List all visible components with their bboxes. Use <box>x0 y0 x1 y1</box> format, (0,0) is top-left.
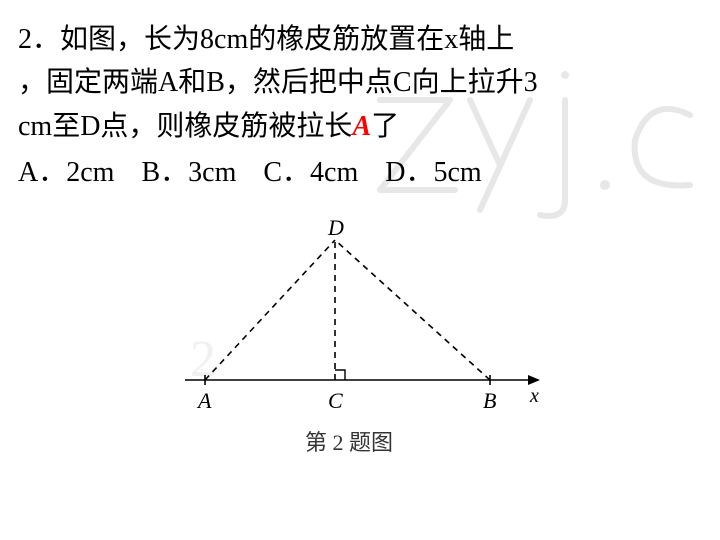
label-a: A <box>198 388 211 414</box>
label-c: C <box>328 388 343 414</box>
options-row: A．2cm B．3cm C．4cm D．5cm <box>18 150 502 190</box>
right-angle-icon <box>335 370 345 380</box>
question-number: 2． <box>18 24 60 55</box>
question-line2: ，固定两端A和B，然后把中点C向上拉升3 <box>18 67 538 98</box>
option-b: B．3cm <box>141 150 236 190</box>
label-x-axis: x <box>530 385 539 408</box>
question-line3-prefix: cm至D点，则橡皮筋被拉长 <box>18 111 352 142</box>
question-line1: 如图，长为8cm的橡皮筋放置在x轴上 <box>60 24 514 55</box>
diagram-caption: 第 2 题图 <box>305 425 393 457</box>
option-c: C．4cm <box>263 150 358 190</box>
option-d: D．5cm <box>385 150 481 190</box>
option-a: A．2cm <box>18 150 114 190</box>
question-line3-suffix: 了 <box>371 111 399 142</box>
question-text: 2．如图，长为8cm的橡皮筋放置在x轴上 ，固定两端A和B，然后把中点C向上拉升… <box>18 18 702 148</box>
diagram-svg <box>180 220 560 420</box>
triangle-diagram: D A C B x 第 2 题图 <box>180 220 560 480</box>
label-b: B <box>483 388 496 414</box>
label-d: D <box>328 215 344 241</box>
line-bd <box>335 240 490 380</box>
answer-mark: A <box>352 111 371 142</box>
line-ad <box>205 240 335 380</box>
arrow-head-icon <box>528 375 540 385</box>
